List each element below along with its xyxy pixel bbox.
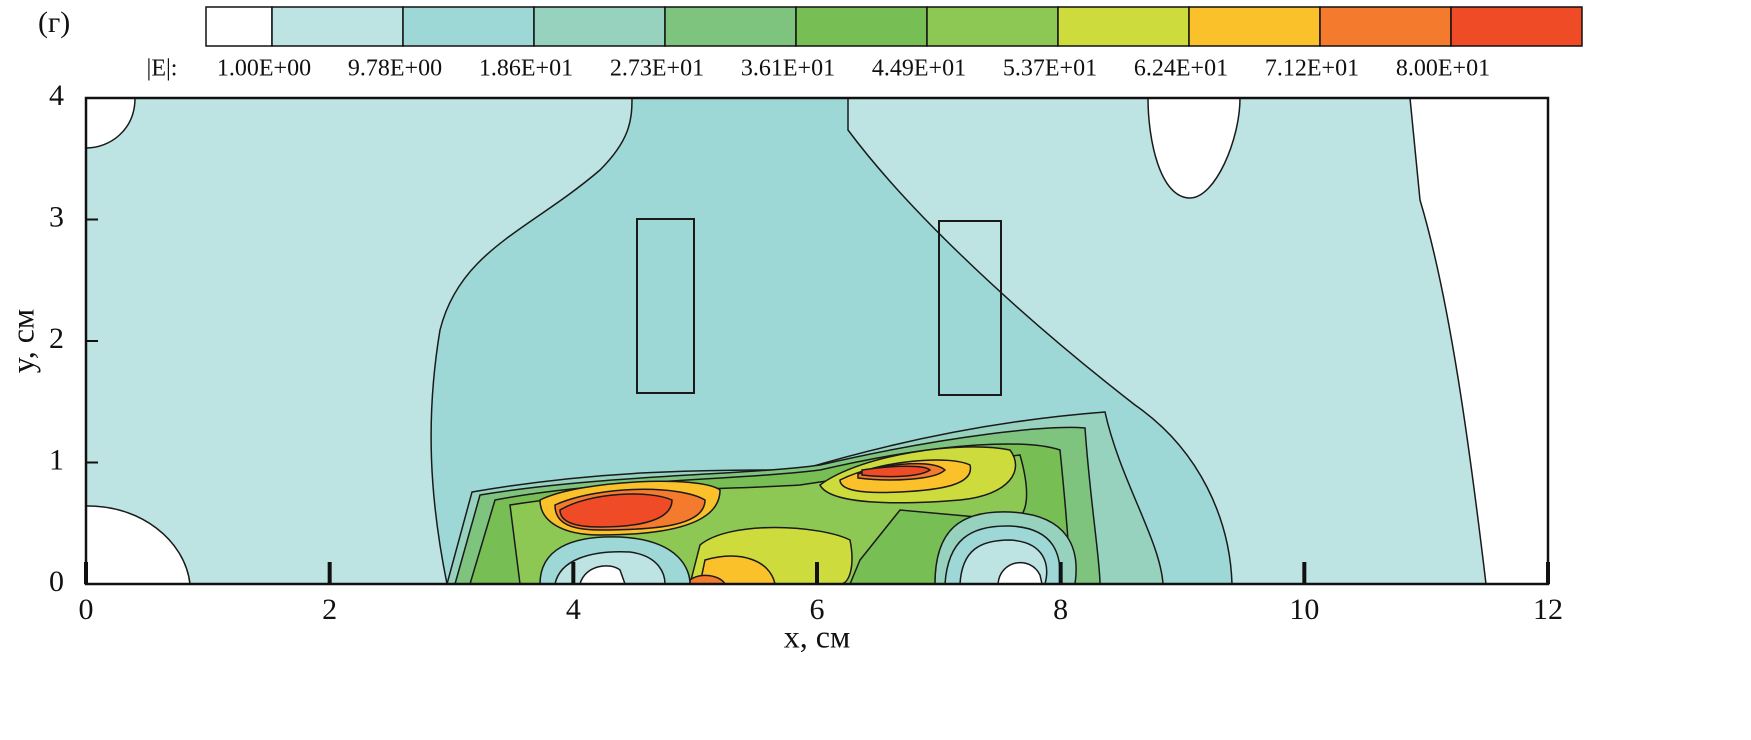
x-tick-label: 8 [1053,593,1068,626]
colorbar-swatch [664,6,797,47]
colorbar-tick-label: 5.37E+01 [1003,56,1097,82]
colorbar-tick-label: 1.86E+01 [479,56,573,82]
colorbar-swatch [1319,6,1452,47]
colorbar-tick-label: 7.12E+01 [1265,56,1359,82]
contour-region [1409,97,1549,585]
colorbar-tick-label: 4.49E+01 [872,56,966,82]
y-axis-label: y, см [4,309,40,373]
contour-region [997,561,1043,585]
x-tick-label: 10 [1289,593,1319,626]
colorbar-swatch [1188,6,1321,47]
y-tick-label: 1 [49,443,64,476]
y-tick-label: 4 [49,79,64,112]
contour-region [579,565,627,585]
y-tick-label: 3 [49,200,64,233]
colorbar-swatch [402,6,535,47]
y-tick-label: 0 [49,565,64,598]
contour-region [1147,97,1241,199]
x-tick-label: 6 [810,593,825,626]
electrode-outline [938,220,1002,396]
colorbar-swatch [533,6,666,47]
colorbar-tick-label: 3.61E+01 [741,56,835,82]
colorbar-swatch [795,6,928,47]
contour-region [85,97,136,149]
colorbar-swatch [271,6,404,47]
colorbar-tick-label: 8.00E+01 [1396,56,1490,82]
x-tick-label: 2 [322,593,337,626]
colorbar-label: |E|: [147,56,178,82]
electrode-outline [636,218,695,394]
y-tick-label: 2 [49,322,64,355]
panel-label: (г) [38,6,70,39]
colorbar-tick-label: 6.24E+01 [1134,56,1228,82]
contour-region [559,493,673,528]
x-axis-label: x, см [784,618,850,654]
x-tick-label: 0 [79,593,94,626]
colorbar-swatch [926,6,1059,47]
contour-region [861,465,932,478]
colorbar-swatch [205,6,273,47]
colorbar-swatch [1450,6,1583,47]
colorbar-swatch [1057,6,1190,47]
x-tick-label: 4 [566,593,581,626]
colorbar-tick-label: 9.78E+00 [348,56,442,82]
x-tick-label: 12 [1533,593,1563,626]
plot-area [84,96,1550,586]
colorbar-tick-label: 2.73E+01 [610,56,704,82]
colorbar-tick-label: 1.00E+00 [217,56,311,82]
